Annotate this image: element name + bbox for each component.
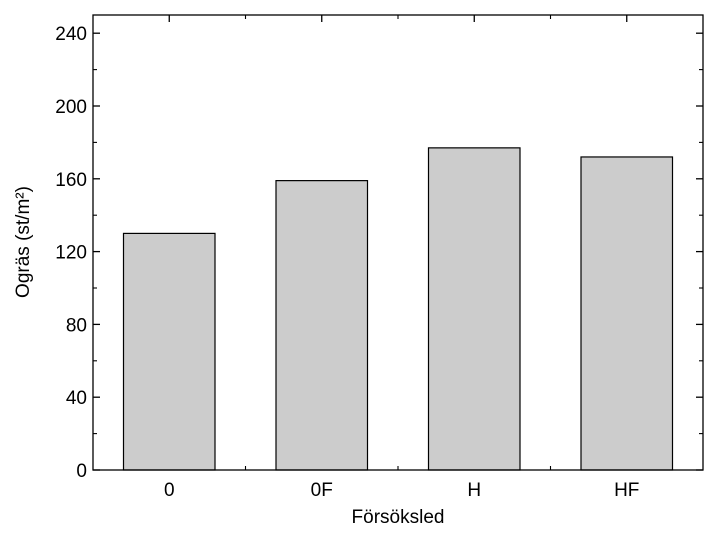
x-tick-label: 0 (164, 480, 175, 501)
x-tick-label: 0F (311, 480, 333, 501)
bar-HF (580, 156, 674, 471)
x-axis-title: Försöksled (352, 507, 445, 528)
y-tick-label: 80 (66, 315, 87, 336)
y-tick-label: 40 (66, 388, 87, 409)
x-tick-label: H (467, 480, 481, 501)
tick-label-layer: 0 40 80 120 160 200 240 0 0F H HF (55, 24, 639, 501)
y-tick-label: 200 (55, 97, 87, 118)
plot-frame (92, 14, 704, 471)
x-tick-label: HF (614, 480, 639, 501)
bar-H (427, 147, 521, 471)
y-tick-label: 160 (55, 170, 87, 191)
bar-0F (275, 180, 369, 471)
bar-layer (122, 147, 674, 471)
y-tick-label: 240 (55, 24, 87, 45)
y-tick-label: 120 (55, 243, 87, 264)
y-axis-title: Ogräs (st/m²) (13, 186, 34, 298)
bar-0 (122, 232, 216, 471)
y-tick-label: 0 (76, 461, 87, 482)
